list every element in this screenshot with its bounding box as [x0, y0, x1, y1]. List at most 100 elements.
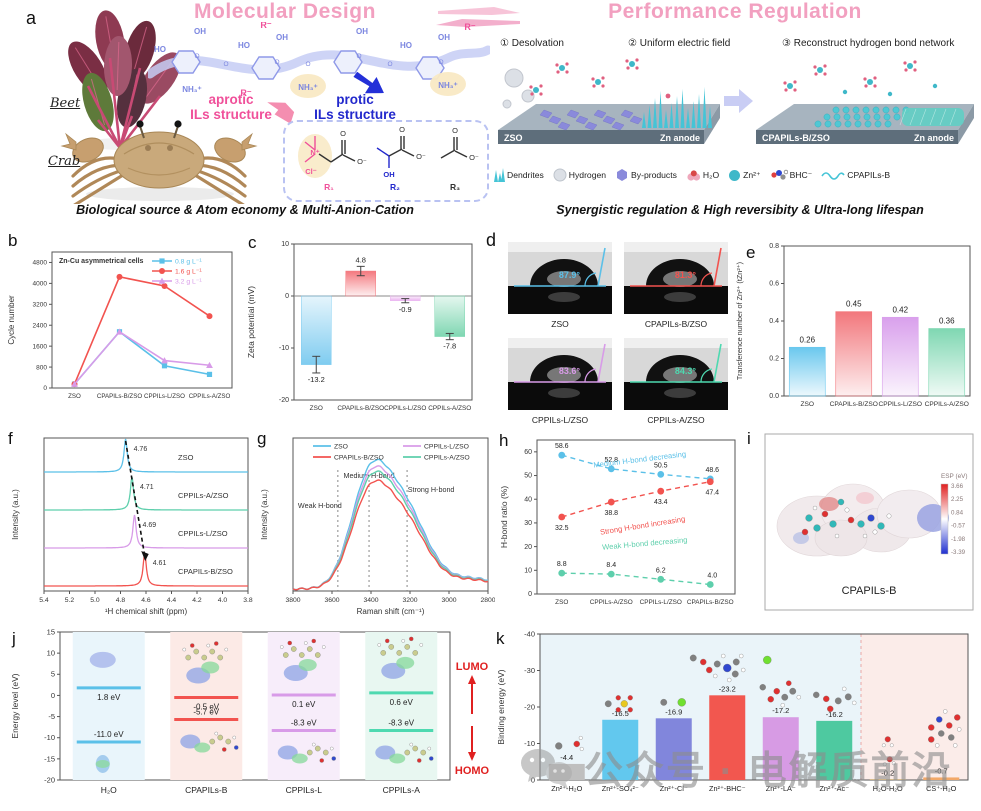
- homo-value: -8.3 eV: [388, 719, 414, 728]
- molecule-atom: [412, 650, 419, 656]
- molecule-atom: [954, 714, 961, 721]
- data-point: [116, 328, 123, 335]
- bar: [928, 328, 966, 397]
- chart-h-hbond-ratio: h 0 10 20 30 40 50 60 ZSO CPPILs-A/ZSO CPPILs-L/ZS…: [499, 431, 736, 606]
- molecule-atom: [789, 687, 797, 695]
- contact-angle-label: CPPILs-A/ZSO: [647, 415, 705, 425]
- panel-label-h: h: [499, 431, 508, 450]
- molecule-atom: [279, 645, 284, 649]
- series-annotation: Medium H-bond decreasing: [593, 449, 687, 469]
- value-label: -7.8: [443, 342, 456, 351]
- svg-text:R⁻: R⁻: [464, 22, 475, 32]
- molecule-atom: [891, 761, 896, 766]
- data-point: [116, 273, 123, 280]
- x-tick-label: 3000: [441, 597, 456, 604]
- molecule-atom: [834, 697, 842, 705]
- legend-zn: Zn²⁺: [728, 169, 761, 182]
- molecule-atom: [385, 638, 390, 644]
- data-point: [158, 277, 166, 284]
- nmr-trace: [44, 514, 248, 549]
- bar: [301, 295, 332, 365]
- y-tick-label: 800: [36, 364, 47, 371]
- molecule-atom: [948, 734, 955, 741]
- molecule-atom: [303, 641, 308, 645]
- value-label: -0.9: [399, 305, 412, 314]
- molecule-atom: [763, 655, 772, 665]
- y-tick-label: 10: [281, 241, 289, 248]
- molecule-atom: [713, 660, 721, 668]
- axis-label: H-bond ratio (%): [499, 486, 509, 549]
- step-2-uniform-field: ② Uniform electric field: [628, 38, 731, 49]
- molecule-atom: [232, 735, 237, 740]
- raman-curve: [292, 465, 489, 591]
- panel-h-hbond-ratio-chart: h 0 10 20 30 40 50 60 ZSO CPPILs-A/ZSO CPPILs-L/ZS…: [495, 426, 745, 622]
- molecule-atom: [677, 698, 686, 707]
- molecule-atom: [209, 648, 216, 655]
- contact-angle-photo: 83.6°: [508, 338, 612, 410]
- contact-angle-value: 84.3°: [675, 366, 697, 376]
- protic-arrow-icon: [353, 72, 384, 94]
- chart-e-transference-number: e 0.0 0.2 0.4 0.6 0.8 0.26 ZSO 0.45 CPAPILs-B/ZSO…: [735, 243, 971, 408]
- panel-a-right-caption: Synergistic regulation & High reversibit…: [556, 203, 924, 217]
- y-tick-label: 0: [528, 591, 532, 598]
- molecule-atom: [401, 639, 406, 643]
- data-point: [206, 313, 213, 320]
- data-point: [159, 258, 165, 264]
- svg-text:OH: OH: [276, 33, 288, 42]
- value-label: -4.4: [560, 753, 573, 762]
- molecule-atom: [404, 644, 411, 650]
- molecule-atom: [214, 641, 219, 646]
- molecule-atom: [190, 643, 195, 648]
- molecule-atom: [311, 638, 316, 644]
- molecule-atom: [282, 652, 289, 658]
- molecule-atom: [886, 513, 892, 519]
- value-label: 8.8: [557, 561, 567, 568]
- molecule-atom: [928, 724, 935, 731]
- molecule-atom: [882, 762, 887, 767]
- svg-text:NH₃⁺: NH₃⁺: [438, 81, 457, 90]
- y-tick-label: 10: [524, 568, 532, 575]
- x-tick-label: 4.6: [141, 597, 151, 604]
- raman-curve: [292, 479, 489, 591]
- data-point: [706, 581, 714, 588]
- panel-e-transference-chart: e 0.0 0.2 0.4 0.6 0.8 0.26 ZSO 0.45 CPAPILs-B/ZSO…: [728, 228, 979, 426]
- value-label: 52.8: [604, 457, 618, 464]
- molecule-atom: [306, 646, 313, 652]
- molecule-atom: [780, 703, 785, 708]
- contact-angle-photo: 84.3°: [624, 338, 728, 410]
- y-tick-label: 40: [524, 496, 532, 503]
- anion-structures-box: N⁺ Cl⁻ O O⁻ R₁ OH O O⁻ R₂ O O⁻ R₃: [283, 120, 489, 202]
- x-tick-label: CPPILs-L/ZSO: [878, 401, 922, 408]
- value-label: -0.2: [881, 768, 894, 777]
- scene-transition-arrow-icon: [724, 89, 753, 113]
- svg-text:O: O: [223, 61, 228, 68]
- molecule-atom: [427, 746, 432, 751]
- peak-value-label: 4.71: [140, 484, 154, 491]
- bar: [709, 695, 746, 780]
- data-point: [161, 357, 168, 364]
- data-point: [159, 268, 165, 274]
- svg-text:O: O: [305, 61, 310, 68]
- svg-text:R₃: R₃: [450, 182, 460, 192]
- y-tick-label: 0: [43, 385, 47, 392]
- legend-cpapils: CPAPILs-B: [821, 169, 890, 181]
- aprotic-arrow-icon: [267, 102, 295, 124]
- lumo-value: -0.5 eV: [193, 703, 219, 712]
- panel-a-schematic: a Molecular Design Performance Regulatio…: [0, 0, 981, 228]
- molecule-atom: [615, 707, 621, 713]
- molecule-atom: [417, 758, 422, 763]
- value-label: 0.42: [892, 305, 908, 314]
- data-point: [607, 498, 615, 506]
- x-tick-label: 5.2: [65, 597, 75, 604]
- data-point: [706, 478, 714, 486]
- y-tick-label: -10: [279, 345, 289, 352]
- legend-item: 1.6 g L⁻¹: [175, 268, 202, 275]
- chart-k-binding-energy: k 0 -10 -20 -30 -40 -4.4 Zn²⁺-H₂O -16.5 Zn²⁺-SO₄²…: [496, 629, 969, 793]
- y-tick-label: -20: [524, 702, 535, 711]
- shift-arrow: [124, 440, 146, 557]
- trace-label: ZSO: [178, 453, 194, 462]
- molecule-atom: [862, 533, 868, 539]
- svg-text:HO: HO: [400, 41, 412, 50]
- esp-scale-title: ESP (eV): [941, 473, 968, 480]
- x-tick-label: ZSO: [555, 599, 568, 606]
